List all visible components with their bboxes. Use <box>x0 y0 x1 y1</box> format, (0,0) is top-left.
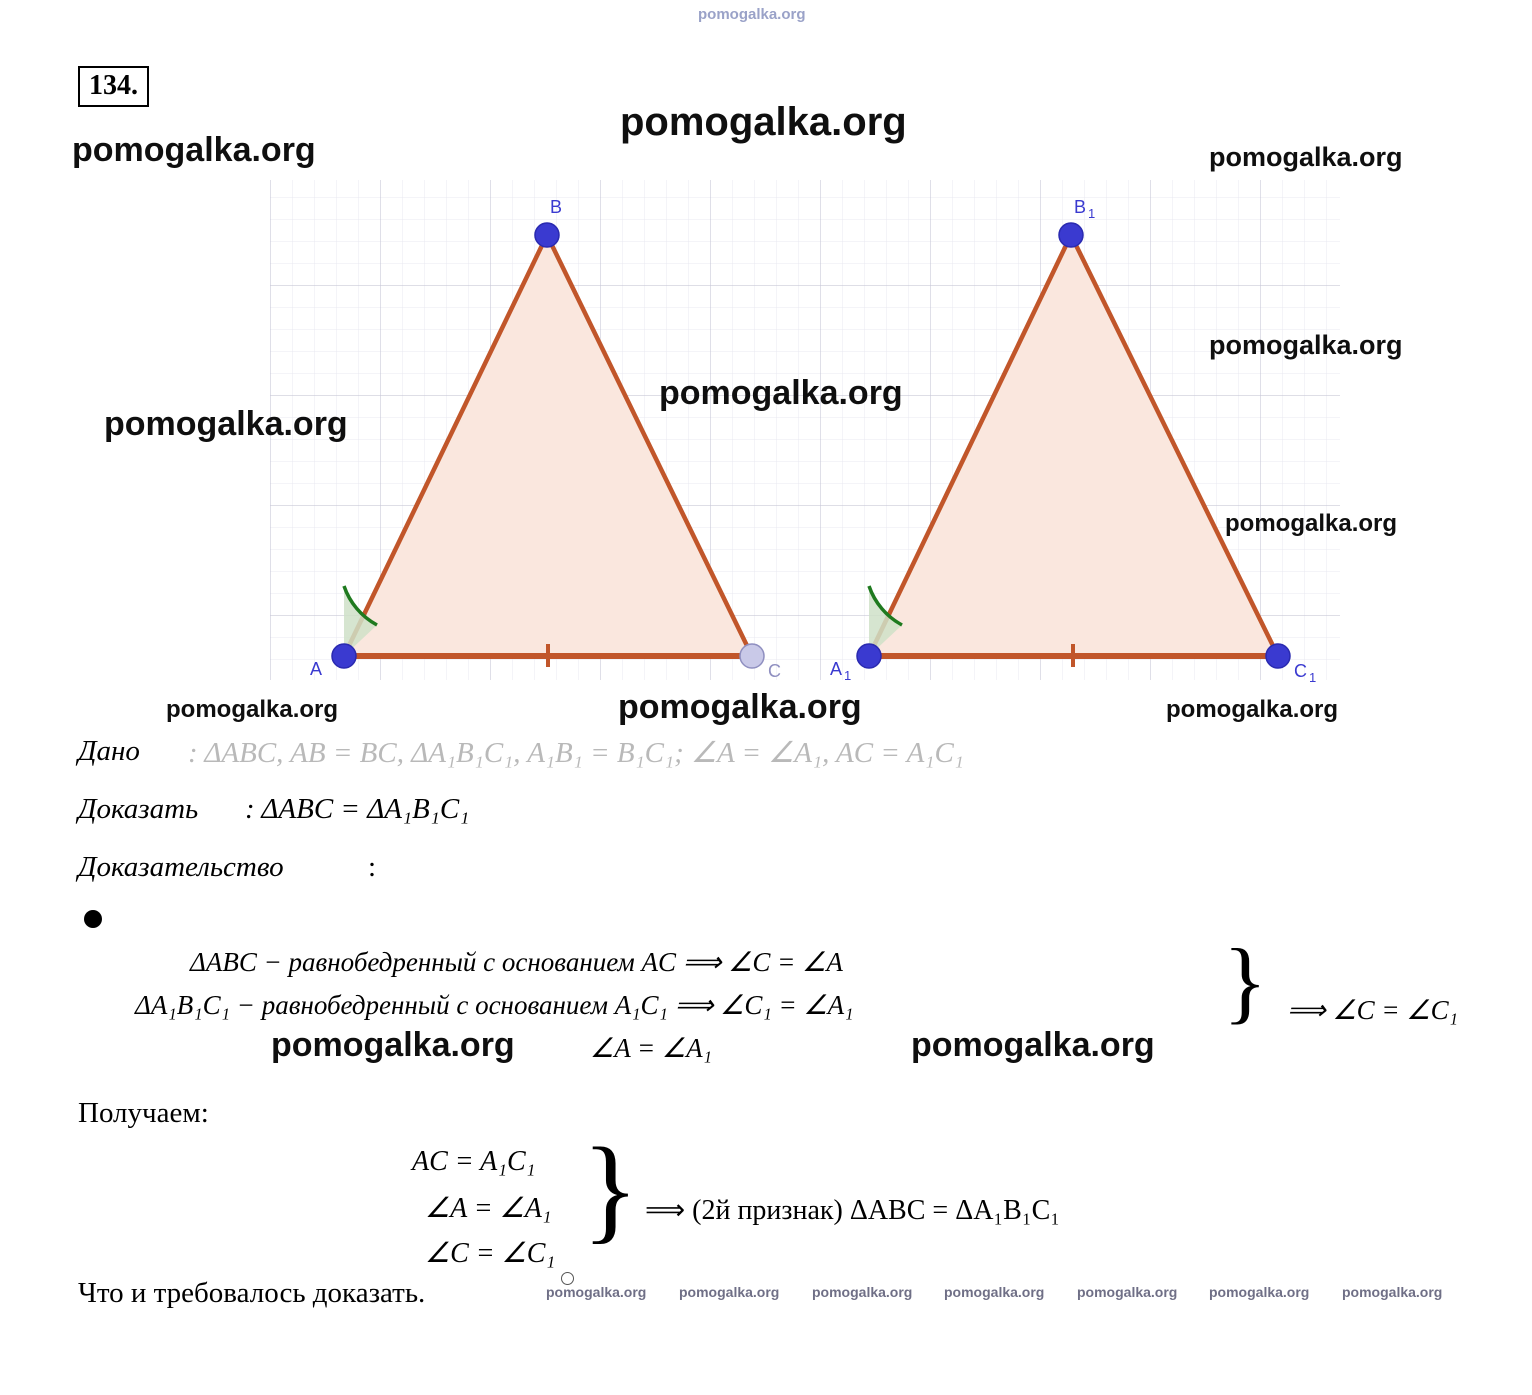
watermark: pomogalka.org <box>1209 1284 1310 1300</box>
condition-1: AC = A₁C₁ <box>412 1146 536 1177</box>
watermark: pomogalka.org <box>1166 696 1339 723</box>
brace-group-2: } <box>582 1123 639 1254</box>
task-number: 134. <box>78 66 149 107</box>
watermark: pomogalka.org <box>1342 1284 1443 1300</box>
watermark: pomogalka.org <box>620 100 907 144</box>
brace-group-1: } <box>1223 930 1268 1032</box>
given-label: Дано <box>78 735 140 767</box>
svg-text:A: A <box>310 659 322 679</box>
watermark: pomogalka.org <box>911 1026 1155 1064</box>
watermark: pomogalka.org <box>1077 1284 1178 1300</box>
intermediate-conclusion: ⟹ ∠C = ∠C₁ <box>1287 995 1458 1025</box>
geometry-figure: B A C B 1 A 1 C 1 <box>270 175 1340 685</box>
svg-text:A: A <box>830 659 842 679</box>
end-marker-circle <box>561 1272 574 1285</box>
watermark: pomogalka.org <box>618 688 862 726</box>
proof-line-1: ΔABC − равнобедренный с основанием AC ⟹ … <box>190 947 843 977</box>
triangle-a1b1c1: B 1 A 1 C 1 <box>830 197 1316 685</box>
proof-line-3: ∠A = ∠A₁ <box>590 1033 713 1063</box>
bullet-marker <box>84 910 102 928</box>
svg-text:B: B <box>550 197 562 217</box>
svg-text:C: C <box>768 661 781 681</box>
proof-line-2: ΔA₁B₁C₁ − равнобедренный с основанием A₁… <box>135 990 854 1020</box>
svg-text:B: B <box>1074 197 1086 217</box>
watermark: pomogalka.org <box>944 1284 1045 1300</box>
svg-text:C: C <box>1294 661 1307 681</box>
svg-text:1: 1 <box>1088 206 1095 221</box>
obtain-label: Получаем: <box>78 1097 209 1129</box>
svg-text:1: 1 <box>844 668 851 683</box>
proof-colon: : <box>368 851 377 883</box>
watermark: pomogalka.org <box>679 1284 780 1300</box>
triangle-abc: B A C <box>310 197 781 681</box>
condition-2: ∠A = ∠A₁ <box>425 1193 552 1224</box>
proof-label: Доказательство <box>78 851 284 883</box>
watermark: pomogalka.org <box>812 1284 913 1300</box>
watermark: pomogalka.org <box>546 1284 647 1300</box>
qed-text: Что и требовалось доказать. <box>78 1277 426 1309</box>
watermark: pomogalka.org <box>698 6 806 23</box>
svg-text:1: 1 <box>1309 670 1316 685</box>
final-conclusion: ⟹ (2й признак) ΔABC = ΔA₁B₁C₁ <box>645 1195 1061 1226</box>
watermark: pomogalka.org <box>1209 142 1403 172</box>
prove-label: Доказать <box>78 793 199 825</box>
watermark: pomogalka.org <box>72 131 316 169</box>
watermark: pomogalka.org <box>166 696 339 723</box>
given-text: : ΔABC, AB = BC, ΔA₁B₁C₁, A₁B₁ = B₁C₁; ∠… <box>188 737 964 769</box>
condition-3: ∠C = ∠C₁ <box>425 1238 556 1269</box>
prove-text: : ΔABC = ΔA₁B₁C₁ <box>245 793 470 825</box>
watermark: pomogalka.org <box>271 1026 515 1064</box>
